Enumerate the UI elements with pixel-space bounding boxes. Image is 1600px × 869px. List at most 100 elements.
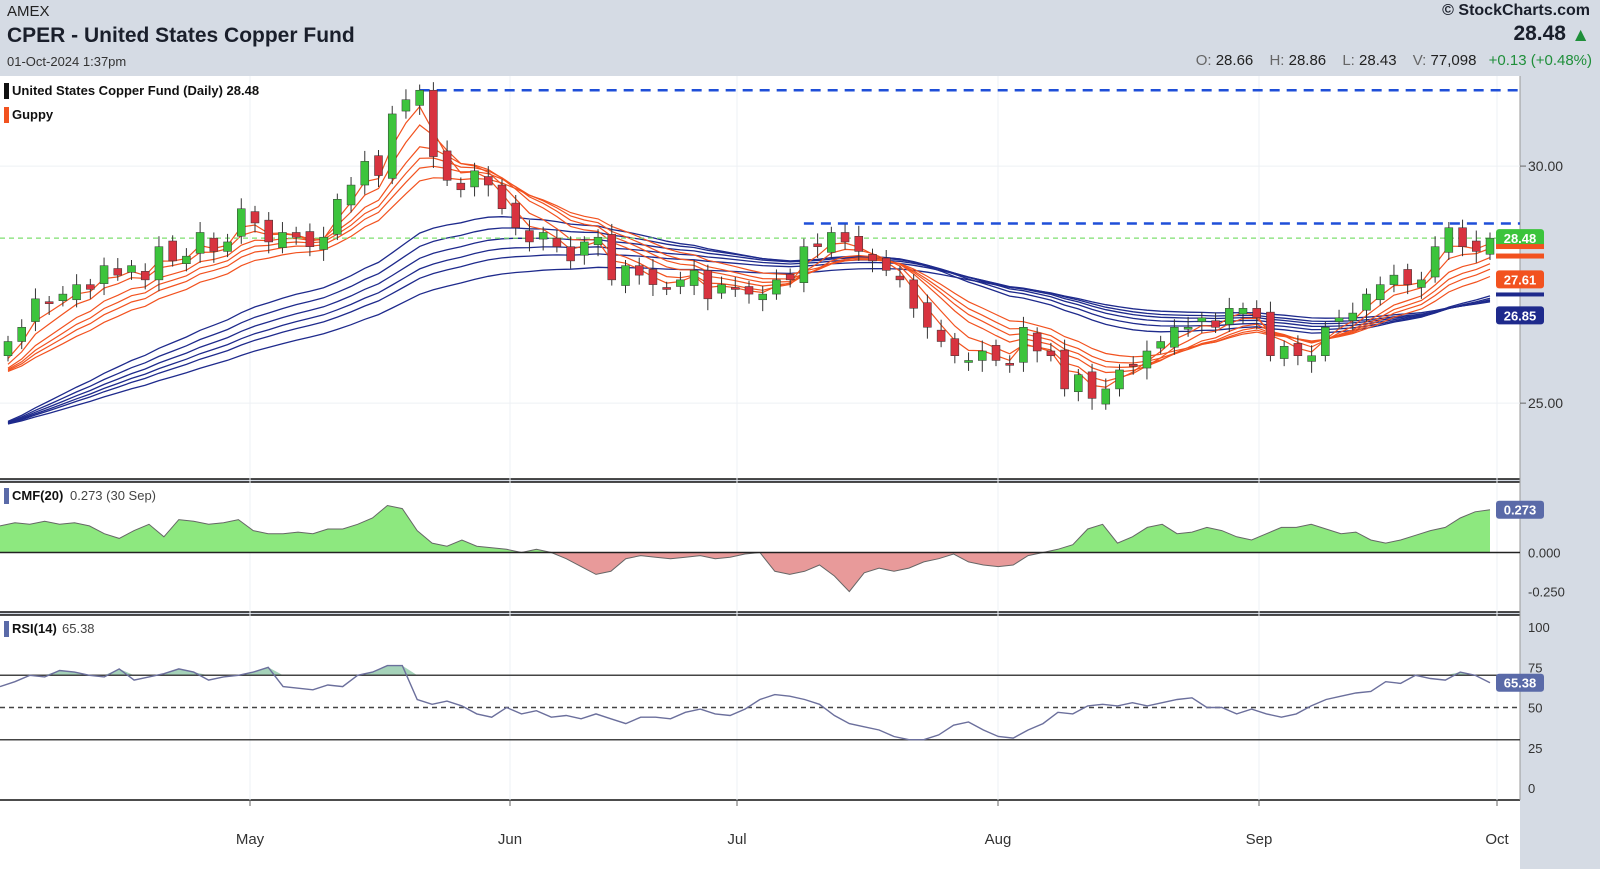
candle <box>1362 288 1371 322</box>
svg-text:0.273: 0.273 <box>1504 503 1537 518</box>
candle <box>1019 316 1028 372</box>
candle <box>31 288 40 332</box>
candle <box>648 259 658 296</box>
candle <box>950 332 960 364</box>
candle <box>1321 321 1330 362</box>
timestamp: 01-Oct-2024 1:37pm <box>7 54 127 69</box>
price-legend: United States Copper Fund (Daily) 28.48 G… <box>4 83 259 123</box>
candle <box>319 226 328 261</box>
candle <box>1403 263 1412 295</box>
candle <box>799 238 809 293</box>
rsi-badge: 65.38 <box>1496 673 1544 692</box>
brand-logo[interactable]: © StockCharts.com <box>1442 2 1590 20</box>
candle <box>1444 222 1454 260</box>
candle <box>936 319 946 348</box>
chart-canvas[interactable]: May Jun Jul Aug Sep Oct 30.00 25.00 28.48 27.61 26… <box>0 76 1600 869</box>
open-value: 28.66 <box>1215 52 1254 69</box>
candle <box>1225 297 1234 333</box>
legend-entry-price: United States Copper Fund (Daily) 28.48 <box>12 83 259 98</box>
candle <box>1211 312 1220 333</box>
candle <box>1032 327 1042 363</box>
candle <box>772 269 781 300</box>
rsi-tick-label: 75 <box>1528 660 1542 675</box>
candle <box>333 193 342 241</box>
guppy-badge-stripe <box>1496 244 1544 250</box>
cmf-tick-label: 0.000 <box>1528 545 1561 560</box>
rsi-line <box>0 664 1491 741</box>
cmf-badge: 0.273 <box>1496 500 1544 519</box>
candle <box>1101 378 1111 410</box>
cmf-tick-label: -0.250 <box>1528 585 1565 600</box>
copyright-icon: © <box>1442 2 1454 19</box>
candle <box>868 248 877 273</box>
candle <box>195 222 205 263</box>
rsi-overbought-area <box>0 665 1490 676</box>
candle <box>264 212 273 254</box>
candle <box>484 166 493 197</box>
brand-text: StockCharts.com <box>1458 2 1590 19</box>
last-price-badge: 28.48 <box>1496 229 1544 248</box>
candle <box>1087 363 1097 410</box>
cmf-legend-value: 0.273 (30 Sep) <box>70 488 156 503</box>
svg-text:27.61: 27.61 <box>1504 272 1537 287</box>
candle <box>401 89 411 119</box>
candle <box>1375 276 1385 306</box>
candle <box>86 278 95 299</box>
volume-value: 77,098 <box>1430 52 1477 69</box>
candle <box>1060 339 1069 397</box>
candle <box>703 264 713 311</box>
candle <box>209 232 219 263</box>
candle <box>621 259 630 294</box>
candle <box>3 335 13 362</box>
candle <box>127 259 136 280</box>
rsi-tick-label: 0 <box>1528 781 1535 796</box>
candle <box>1266 301 1275 362</box>
candle <box>456 177 466 198</box>
change-value: +0.13 (+0.48%) <box>1488 52 1592 69</box>
candle <box>44 295 54 315</box>
candle <box>305 223 315 257</box>
candle <box>1142 340 1152 380</box>
x-tick-label: Oct <box>1485 831 1509 848</box>
candle <box>1046 342 1056 362</box>
cmf-line <box>0 504 1491 593</box>
candle <box>1485 232 1495 260</box>
candle <box>140 263 150 290</box>
candle <box>113 258 123 281</box>
x-tick-label: Sep <box>1246 831 1273 848</box>
candle <box>1238 302 1248 324</box>
candle <box>1430 236 1440 283</box>
candle <box>1293 335 1303 366</box>
candle <box>99 257 109 296</box>
rsi-legend-label: RSI(14) <box>12 621 57 636</box>
candle <box>881 250 891 277</box>
cmf-legend: CMF(20) 0.273 (30 Sep) <box>4 488 156 504</box>
candle <box>278 222 287 254</box>
candle <box>662 281 671 296</box>
candle <box>1197 312 1207 333</box>
candle <box>923 294 932 339</box>
candle <box>429 82 438 168</box>
up-arrow-icon: ▲ <box>1571 25 1590 46</box>
candle <box>1348 302 1358 331</box>
guppy-long-badge: 26.85 <box>1496 306 1544 325</box>
candle <box>689 259 699 296</box>
candle <box>154 236 164 292</box>
x-tick-label: May <box>236 831 265 848</box>
last-price: 28.48 <box>1513 22 1566 45</box>
chart-header: AMEX CPER - United States Copper Fund 01… <box>0 0 1600 76</box>
candle <box>511 195 520 236</box>
candle <box>854 225 864 261</box>
candle <box>827 226 836 259</box>
candle <box>964 352 973 371</box>
candle <box>223 233 232 258</box>
candle <box>731 277 740 297</box>
candle <box>785 268 795 288</box>
x-tick-label: Jun <box>498 831 522 848</box>
y-tick-label: 25.00 <box>1528 395 1563 411</box>
x-tick-label: Aug <box>985 831 1012 848</box>
candle <box>387 105 397 185</box>
svg-text:26.85: 26.85 <box>1504 308 1537 323</box>
candle <box>1074 369 1083 402</box>
candle <box>580 236 589 265</box>
